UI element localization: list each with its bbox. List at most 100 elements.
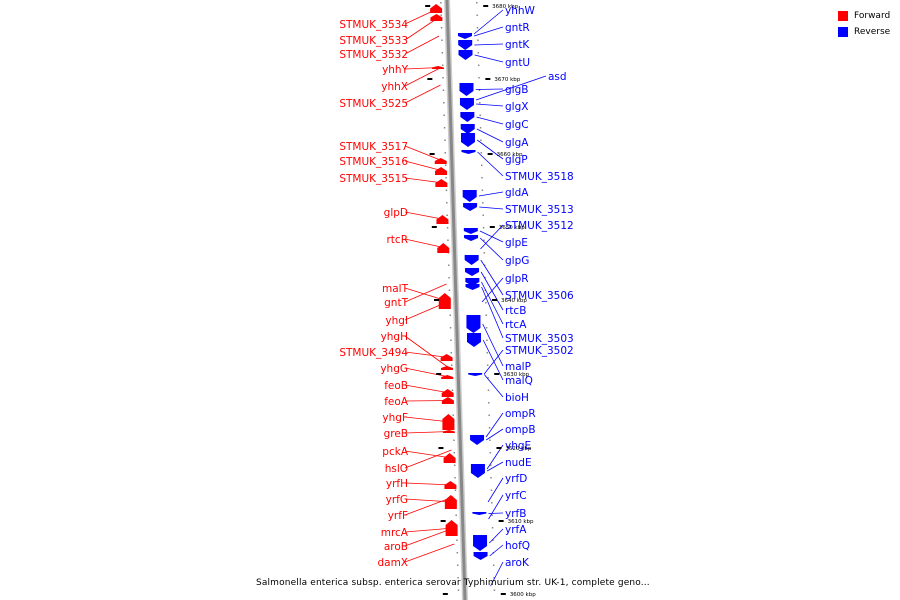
- forward-gene-label: yhhX: [381, 81, 408, 93]
- forward-gene-connector: [404, 35, 440, 55]
- reverse-gene-block: [463, 228, 478, 234]
- reverse-swatch: [838, 27, 848, 37]
- reverse-track-dot: [488, 427, 491, 429]
- reverse-track-dot: [479, 102, 481, 104]
- reverse-gene-block: [464, 235, 479, 241]
- reverse-gene-connector: [480, 259, 504, 296]
- reverse-gene-block: [465, 268, 480, 276]
- forward-gene-label: pckA: [382, 446, 409, 458]
- forward-track-dot: [442, 77, 444, 79]
- scale-tick-label: 3620 kbp: [505, 446, 531, 452]
- reverse-gene-connector: [486, 461, 504, 472]
- reverse-track-dot: [476, 2, 478, 4]
- forward-gene-label: yrfF: [388, 510, 408, 522]
- forward-track-dot: [444, 152, 447, 154]
- reverse-gene-connector: [488, 494, 504, 520]
- forward-track-dot: [456, 539, 458, 541]
- reverse-gene-label: glpG: [505, 255, 529, 267]
- reverse-gene-connector: [487, 477, 504, 503]
- reverse-gene-block: [458, 40, 473, 50]
- forward-gene-block: [435, 167, 448, 175]
- forward-gene-label: glpD: [384, 207, 408, 219]
- legend-reverse: Reverse: [838, 24, 890, 40]
- forward-track-dot: [450, 339, 452, 341]
- reverse-track-dot: [492, 564, 495, 566]
- forward-gene-connector: [404, 416, 451, 423]
- forward-track-dot: [453, 464, 456, 466]
- reverse-gene-block: [459, 83, 474, 96]
- reverse-gene-label: glgX: [505, 101, 528, 113]
- reverse-track-dot: [477, 64, 480, 66]
- reverse-gene-label: ompB: [505, 424, 536, 436]
- reverse-track-dot: [491, 502, 493, 504]
- reverse-track-dot: [486, 339, 488, 341]
- scale-tick: [500, 593, 506, 595]
- reverse-gene-connector: [479, 237, 504, 261]
- scale-tick-left: [429, 153, 435, 155]
- reverse-gene-label: gldA: [505, 187, 529, 199]
- forward-gene-label: damX: [377, 557, 408, 569]
- reverse-gene-block: [473, 535, 488, 551]
- genome-backbone: [445, 0, 467, 600]
- forward-track-dot: [445, 177, 447, 179]
- reverse-gene-label: glgA: [505, 137, 529, 149]
- reverse-gene-connector: [483, 374, 504, 398]
- forward-gene-connector: [404, 238, 446, 249]
- scale-tick: [494, 373, 500, 375]
- forward-track-dot: [447, 239, 449, 241]
- reverse-gene-block: [463, 203, 478, 211]
- reverse-gene-connector: [474, 43, 504, 46]
- forward-track-dot: [443, 102, 445, 104]
- reverse-gene-label: glgB: [505, 84, 528, 96]
- reverse-gene-label: gntK: [505, 39, 530, 51]
- reverse-gene-connector: [481, 281, 504, 325]
- reverse-track-dot: [490, 489, 493, 491]
- reverse-gene-label: hofQ: [505, 540, 530, 552]
- forward-gene-connector: [404, 431, 451, 434]
- reverse-gene-label: yrfC: [505, 490, 527, 502]
- forward-gene-label: STMUK_3534: [339, 19, 408, 31]
- scale-tick: [485, 78, 491, 80]
- reverse-gene-block: [466, 333, 481, 347]
- reverse-track-dot: [476, 27, 479, 29]
- reverse-gene-block: [465, 284, 480, 290]
- reverse-track-dot: [482, 227, 485, 229]
- forward-gene-block: [438, 293, 451, 309]
- reverse-gene-label: nudE: [505, 457, 532, 469]
- reverse-gene-label: yrfA: [505, 524, 527, 536]
- forward-gene-connector: [404, 449, 452, 469]
- forward-gene-connector: [404, 527, 454, 547]
- forward-track-dot: [453, 452, 456, 454]
- scale-tick-label: 3630 kbp: [503, 372, 529, 378]
- forward-track-dot: [457, 577, 459, 579]
- forward-track-dot: [446, 227, 449, 229]
- scale-tick-left: [442, 593, 448, 595]
- reverse-gene-label: glgC: [505, 119, 529, 131]
- reverse-track-dot: [486, 364, 489, 366]
- scale-tick-left: [436, 373, 442, 375]
- reverse-gene-connector: [481, 286, 504, 339]
- forward-gene-label: yhgH: [381, 331, 408, 343]
- forward-track-dot: [443, 127, 446, 129]
- reverse-track-dot: [478, 77, 480, 79]
- forward-gene-label: feoB: [384, 380, 408, 392]
- reverse-gene-connector: [476, 116, 504, 125]
- reverse-gene-connector: [481, 277, 504, 303]
- forward-gene-label: yrfG: [386, 494, 408, 506]
- scale-tick-label: 3650 kbp: [499, 225, 525, 231]
- reverse-gene-connector: [473, 26, 504, 37]
- scale-tick: [496, 447, 502, 449]
- forward-track-dot: [441, 52, 444, 54]
- reverse-gene-label: asd: [548, 71, 567, 83]
- forward-gene-connector: [404, 67, 441, 87]
- forward-gene-connector: [404, 496, 454, 516]
- reverse-track-dot: [489, 439, 491, 441]
- reverse-gene-connector: [489, 528, 504, 544]
- reverse-gene-label: glpR: [505, 273, 529, 285]
- forward-track-dot: [440, 27, 443, 29]
- forward-gene-connector: [404, 543, 455, 563]
- forward-track-dot: [456, 552, 459, 554]
- reverse-gene-block: [466, 315, 481, 333]
- reverse-gene-block: [460, 112, 475, 122]
